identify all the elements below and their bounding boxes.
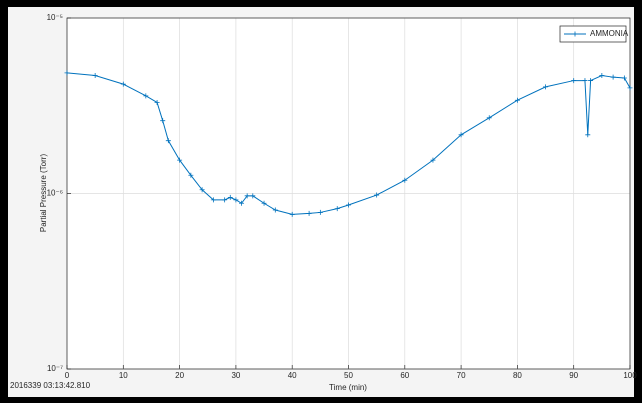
marker bbox=[289, 211, 295, 217]
marker bbox=[402, 177, 408, 183]
marker bbox=[227, 194, 233, 200]
marker bbox=[571, 78, 577, 84]
marker bbox=[621, 75, 627, 81]
legend-box bbox=[559, 25, 627, 43]
marker bbox=[120, 81, 126, 87]
marker bbox=[514, 97, 520, 103]
marker bbox=[199, 187, 205, 193]
y-axis-label: Partial Pressure (Torr) bbox=[39, 154, 48, 233]
marker bbox=[210, 197, 216, 203]
marker bbox=[64, 70, 70, 76]
marker bbox=[572, 31, 578, 37]
marker bbox=[143, 93, 149, 99]
x-tick-label: 0 bbox=[65, 371, 70, 380]
marker bbox=[154, 100, 160, 106]
x-tick-label: 90 bbox=[569, 371, 578, 380]
marker bbox=[582, 78, 588, 84]
marker bbox=[306, 210, 312, 216]
marker bbox=[599, 73, 605, 79]
marker bbox=[374, 192, 380, 198]
x-tick-label: 100 bbox=[623, 371, 637, 380]
y-tick-label: 10⁻⁷ bbox=[47, 364, 63, 373]
x-tick-label: 60 bbox=[400, 371, 409, 380]
marker bbox=[317, 209, 323, 215]
marker bbox=[239, 200, 245, 206]
timestamp: 2016339 03:13:42.810 bbox=[10, 381, 91, 390]
marker bbox=[627, 85, 633, 91]
x-axis-label: Time (min) bbox=[329, 383, 367, 392]
marker bbox=[486, 115, 492, 121]
marker bbox=[334, 206, 340, 212]
marker bbox=[222, 197, 228, 203]
legend-label: AMMONIA bbox=[590, 29, 629, 38]
marker bbox=[610, 74, 616, 80]
marker bbox=[346, 202, 351, 208]
marker bbox=[233, 197, 239, 203]
marker bbox=[272, 207, 278, 213]
marker bbox=[244, 193, 250, 199]
x-tick-label: 70 bbox=[457, 371, 466, 380]
x-tick-label: 20 bbox=[175, 371, 184, 380]
marker bbox=[250, 193, 256, 199]
y-tick-label: 10⁻⁶ bbox=[47, 189, 63, 198]
marker bbox=[430, 157, 436, 163]
x-tick-label: 30 bbox=[231, 371, 240, 380]
axes-box bbox=[66, 17, 631, 370]
marker bbox=[543, 84, 549, 90]
x-tick-label: 50 bbox=[344, 371, 353, 380]
marker bbox=[92, 73, 98, 79]
marker bbox=[188, 172, 194, 178]
marker bbox=[588, 78, 594, 84]
marker bbox=[165, 138, 171, 144]
y-tick-label: 10⁻⁵ bbox=[47, 13, 63, 22]
x-tick-label: 10 bbox=[119, 371, 128, 380]
marker bbox=[458, 132, 464, 138]
marker bbox=[585, 132, 591, 138]
x-tick-label: 80 bbox=[513, 371, 522, 380]
marker bbox=[160, 118, 166, 124]
x-tick-label: 40 bbox=[288, 371, 297, 380]
marker bbox=[177, 157, 183, 163]
marker bbox=[261, 200, 267, 206]
